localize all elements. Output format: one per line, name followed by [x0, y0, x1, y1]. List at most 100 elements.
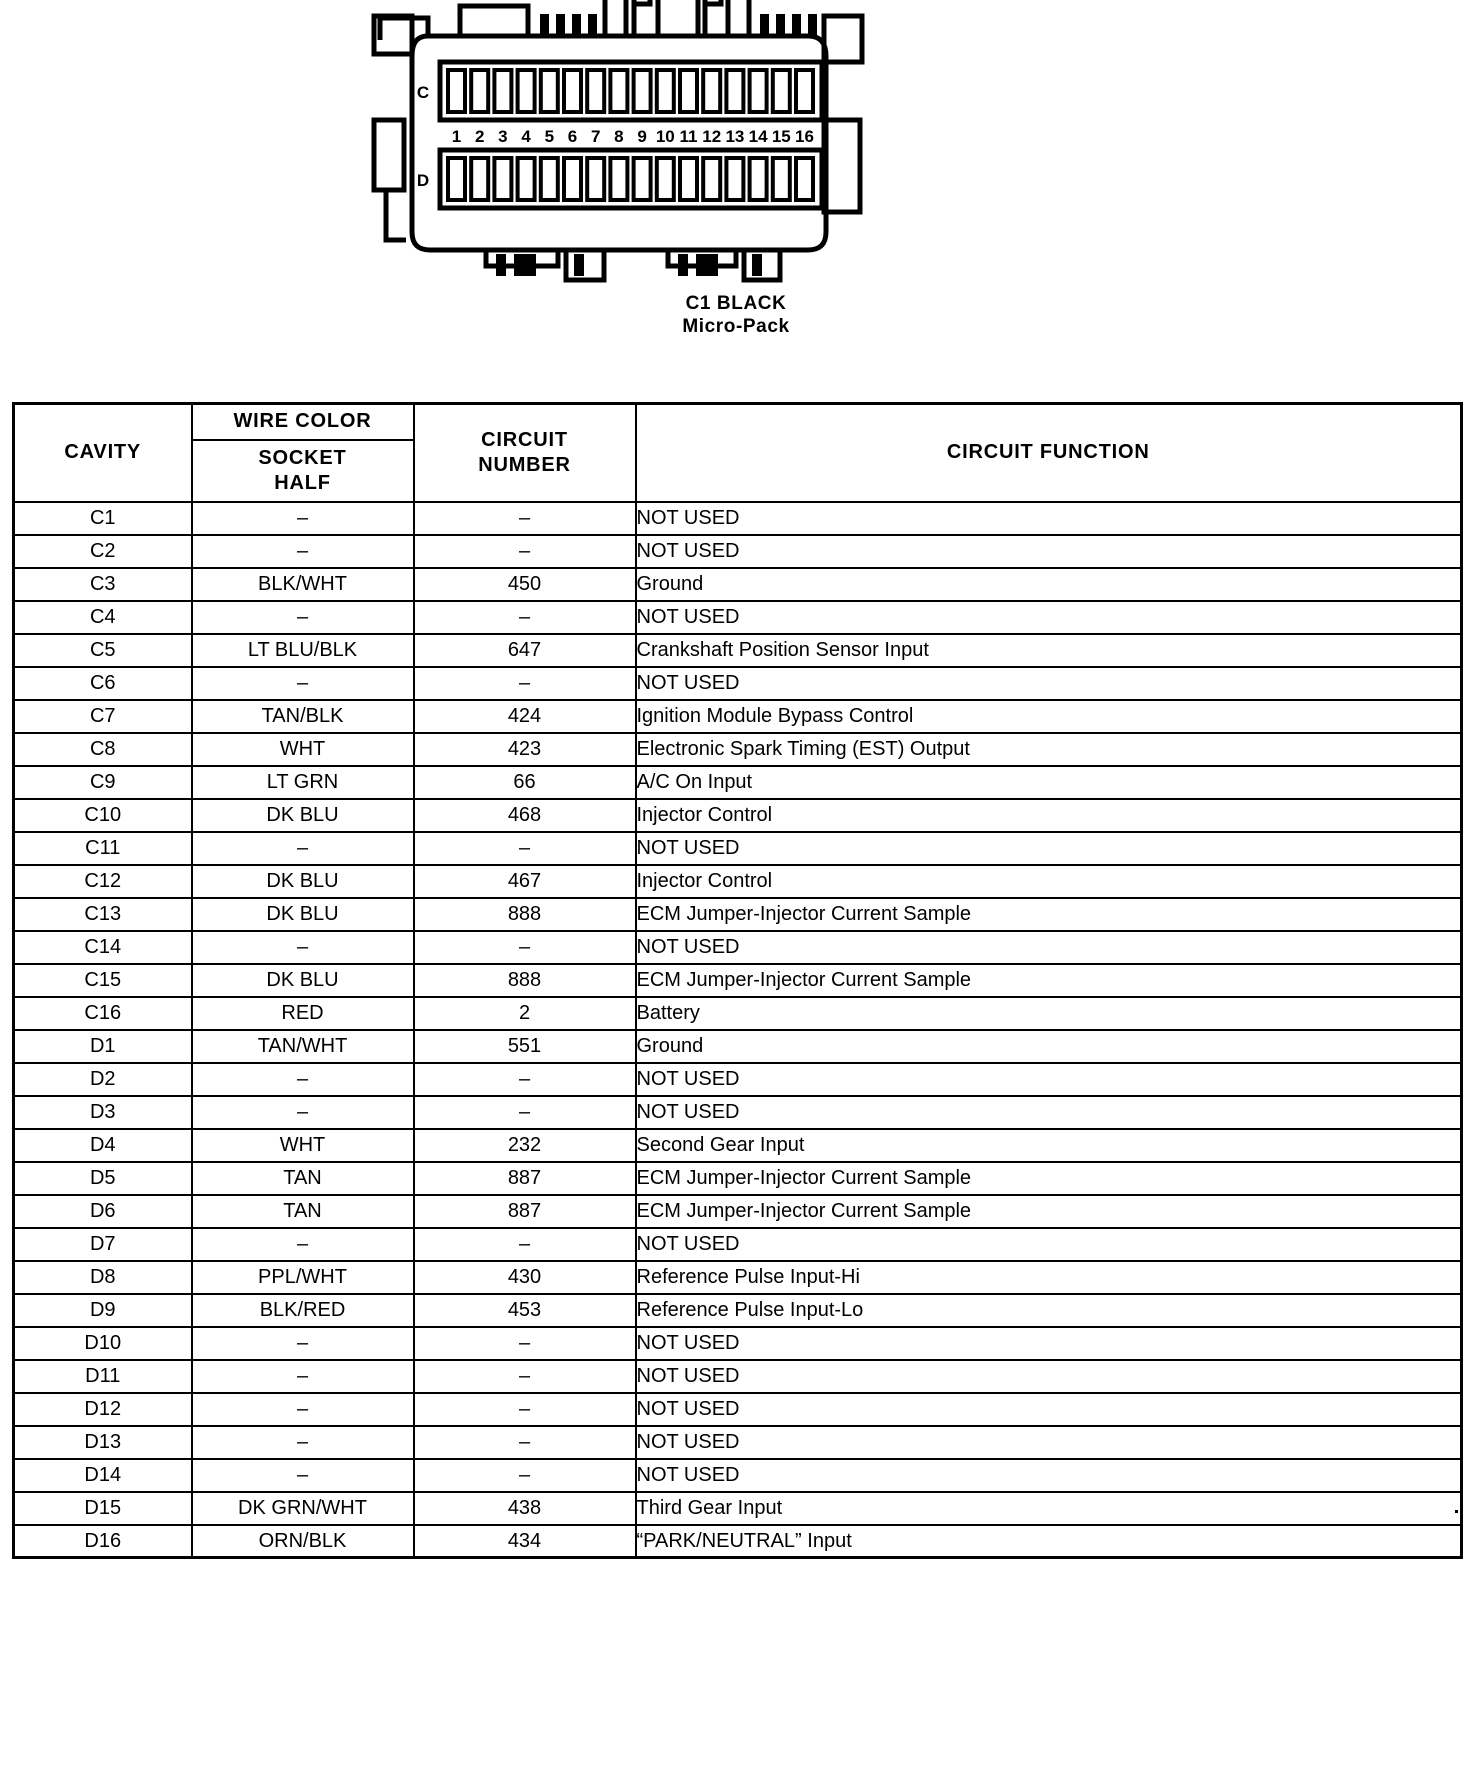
cell-wire-color: BLK/RED — [190, 1292, 415, 1328]
cell-circuit-function: A/C On Input — [634, 764, 1463, 800]
pin-number-labels: 1 2 3 4 5 6 7 8 9 10 11 12 13 14 15 16 — [452, 127, 814, 146]
cell-circuit-number: 424 — [412, 698, 637, 734]
pin-number-15: 15 — [772, 127, 791, 146]
header-row-2: SOCKET HALF — [14, 438, 1462, 503]
header-circuit-number-line1: CIRCUIT — [481, 428, 568, 451]
header-socket-half-line2: HALF — [274, 471, 331, 494]
cell-circuit-number: – — [412, 500, 637, 536]
cell-circuit-function: NOT USED — [634, 1094, 1463, 1130]
terminal-cavity-C7 — [585, 68, 607, 114]
cell-wire-color: – — [190, 533, 415, 569]
table-row: D14– – NOT USED — [12, 1457, 1463, 1493]
pinout-table-container: CAVITY WIRE COLOR CIRCUIT NUMBER CIRCUIT… — [12, 402, 1463, 1559]
cell-cavity: C1 — [12, 500, 193, 536]
cell-wire-color: TAN — [190, 1193, 415, 1229]
pinout-table-header: CAVITY WIRE COLOR CIRCUIT NUMBER CIRCUIT… — [12, 402, 1463, 503]
terminal-cavity-D15 — [770, 156, 792, 202]
cell-circuit-function: NOT USED — [634, 599, 1463, 635]
cell-circuit-number: 888 — [412, 962, 637, 998]
cell-circuit-number: 66 — [412, 764, 637, 800]
cell-wire-color: – — [190, 665, 415, 701]
terminal-cavity-C15 — [770, 68, 792, 114]
terminal-cavity-C3 — [492, 68, 514, 114]
cell-wire-color: TAN/WHT — [190, 1028, 415, 1064]
cell-cavity: C11 — [12, 830, 193, 866]
terminal-cavity-C4 — [515, 68, 537, 114]
pin-number-4: 4 — [521, 127, 531, 146]
cell-circuit-number: 450 — [412, 566, 637, 602]
caption-line-1: C1 BLACK — [685, 293, 787, 314]
terminal-cavity-D9 — [631, 156, 653, 202]
cell-circuit-number: – — [412, 1391, 637, 1427]
table-row: D1 TAN/WHT 551 Ground — [12, 1028, 1463, 1064]
cell-circuit-function: NOT USED — [634, 1457, 1463, 1493]
cell-wire-color: – — [190, 1226, 415, 1262]
cell-cavity: D7 — [12, 1226, 193, 1262]
table-row: D11– – NOT USED — [12, 1358, 1463, 1394]
table-row: D4 WHT 232 Second Gear Input — [12, 1127, 1463, 1163]
terminal-cavity-C8 — [608, 68, 630, 114]
cell-circuit-number: 2 — [412, 995, 637, 1031]
cell-cavity: C3 — [12, 566, 193, 602]
cell-cavity: C10 — [12, 797, 193, 833]
table-row: D8 PPL/WHT 430 Reference Pulse Input-Hi — [12, 1259, 1463, 1295]
cell-circuit-function: Second Gear Input — [634, 1127, 1463, 1163]
cell-wire-color: RED — [190, 995, 415, 1031]
terminal-cavity-C5 — [538, 68, 560, 114]
cell-circuit-function: ECM Jumper-Injector Current Sample — [634, 896, 1463, 932]
table-row: D5 TAN 887 ECM Jumper-Injector Current Samp… — [12, 1160, 1463, 1196]
pin-number-14: 14 — [749, 127, 768, 146]
cell-wire-color: DK BLU — [190, 797, 415, 833]
cell-circuit-function: Battery — [634, 995, 1463, 1031]
cell-circuit-function: Injector Control — [634, 797, 1463, 833]
cell-circuit-function: NOT USED — [634, 1226, 1463, 1262]
table-row: D12– – NOT USED — [12, 1391, 1463, 1427]
table-row: C7 TAN/BLK 424 Ignition Module Bypass Contr… — [12, 698, 1463, 734]
connector-caption: C1 BLACK Micro-Pack — [0, 292, 1472, 338]
cell-cavity: C2 — [12, 533, 193, 569]
cell-wire-color: DK BLU — [190, 863, 415, 899]
cell-circuit-function: NOT USED — [634, 1325, 1463, 1361]
cell-wire-color: – — [190, 1391, 415, 1427]
terminal-cavity-C2 — [469, 68, 491, 114]
terminal-cavity-D1 — [446, 156, 467, 202]
header-cavity: CAVITY — [12, 402, 193, 503]
table-row: C16 RED 2 Battery — [12, 995, 1463, 1031]
cell-cavity: C14 — [12, 929, 193, 965]
header-circuit-function: CIRCUIT FUNCTION — [634, 402, 1463, 503]
cell-cavity: C8 — [12, 731, 193, 767]
header-socket-half-line1: SOCKET — [258, 446, 347, 469]
cell-circuit-number: 888 — [412, 896, 637, 932]
terminal-cavity-C14 — [747, 68, 769, 114]
cell-wire-color: LT GRN — [190, 764, 415, 800]
pin-number-2: 2 — [475, 127, 484, 146]
cell-wire-color: LT BLU/BLK — [190, 632, 415, 668]
cell-circuit-function: ECM Jumper-Injector Current Sample — [634, 1193, 1463, 1229]
table-row: C4– – NOT USED — [12, 599, 1463, 635]
cell-circuit-function: “PARK/NEUTRAL” Input — [634, 1523, 1463, 1559]
cell-wire-color: – — [190, 830, 415, 866]
table-row: C11– – NOT USED — [12, 830, 1463, 866]
header-circuit-number: CIRCUIT NUMBER — [412, 402, 637, 503]
cell-circuit-number: 423 — [412, 731, 637, 767]
cell-cavity: C5 — [12, 632, 193, 668]
table-row: D6 TAN 887 ECM Jumper-Injector Current Samp… — [12, 1193, 1463, 1229]
cell-circuit-function: Reference Pulse Input-Hi — [634, 1259, 1463, 1295]
header-wire-color: WIRE COLOR — [190, 402, 415, 441]
terminal-cavity-D10 — [654, 156, 676, 202]
terminal-cavity-D11 — [678, 156, 699, 202]
terminal-cavity-C1 — [446, 68, 467, 114]
cell-circuit-function: NOT USED — [634, 830, 1463, 866]
table-row: D2– – NOT USED — [12, 1061, 1463, 1097]
cell-circuit-number: – — [412, 1358, 637, 1394]
pin-number-16: 16 — [795, 127, 814, 146]
cell-cavity: D16 — [12, 1523, 193, 1559]
cell-cavity: D1 — [12, 1028, 193, 1064]
cell-cavity: D9 — [12, 1292, 193, 1328]
cell-cavity: D11 — [12, 1358, 193, 1394]
cell-circuit-function: Ground — [634, 1028, 1463, 1064]
cell-circuit-number: 467 — [412, 863, 637, 899]
pin-number-7: 7 — [591, 127, 600, 146]
cell-cavity: D14 — [12, 1457, 193, 1493]
terminal-cavity-D12 — [701, 156, 723, 202]
